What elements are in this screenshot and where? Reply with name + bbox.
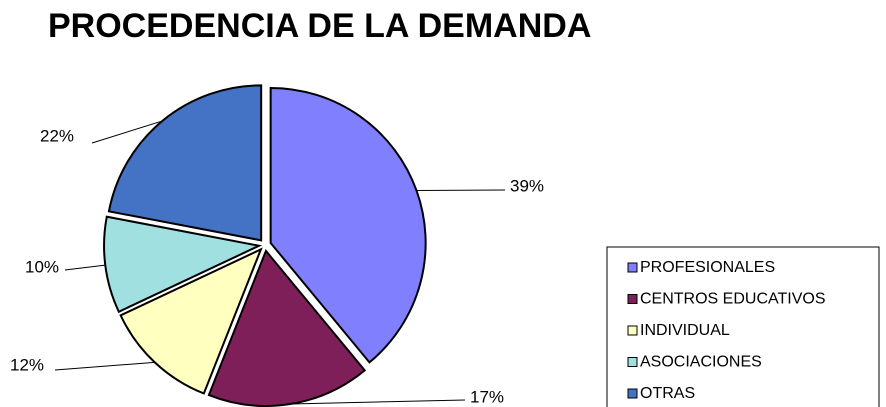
- pie-slice: [269, 86, 427, 364]
- legend-label: INDIVIDUAL: [640, 322, 730, 339]
- leader-line: [91, 120, 163, 144]
- legend-label: PROFESIONALES: [640, 259, 775, 276]
- legend-swatch: [627, 294, 638, 304]
- data-label: 22%: [40, 126, 74, 145]
- legend-label: CENTROS EDUCATIVOS: [640, 291, 826, 308]
- leader-line: [54, 361, 155, 371]
- pie-slice: [207, 248, 367, 407]
- data-label: 10%: [25, 257, 59, 276]
- leader-line: [64, 264, 106, 271]
- data-label: 39%: [510, 176, 544, 195]
- pie-slice: [103, 215, 263, 314]
- legend-swatch: [627, 357, 638, 367]
- pie-slice: [107, 84, 263, 242]
- legend-label: OTRAS: [640, 385, 695, 402]
- pie-slice: [119, 247, 263, 395]
- leader-line: [290, 399, 466, 405]
- data-label: 12%: [10, 355, 44, 374]
- legend-swatch: [627, 325, 638, 336]
- legend-box: [606, 246, 880, 407]
- data-label: 17%: [470, 387, 504, 406]
- legend-swatch: [627, 262, 638, 273]
- chart-title: PROCEDENCIA DE LA DEMANDA: [48, 7, 591, 45]
- legend-swatch: [627, 388, 638, 399]
- legend-label: ASOCIACIONES: [640, 354, 762, 371]
